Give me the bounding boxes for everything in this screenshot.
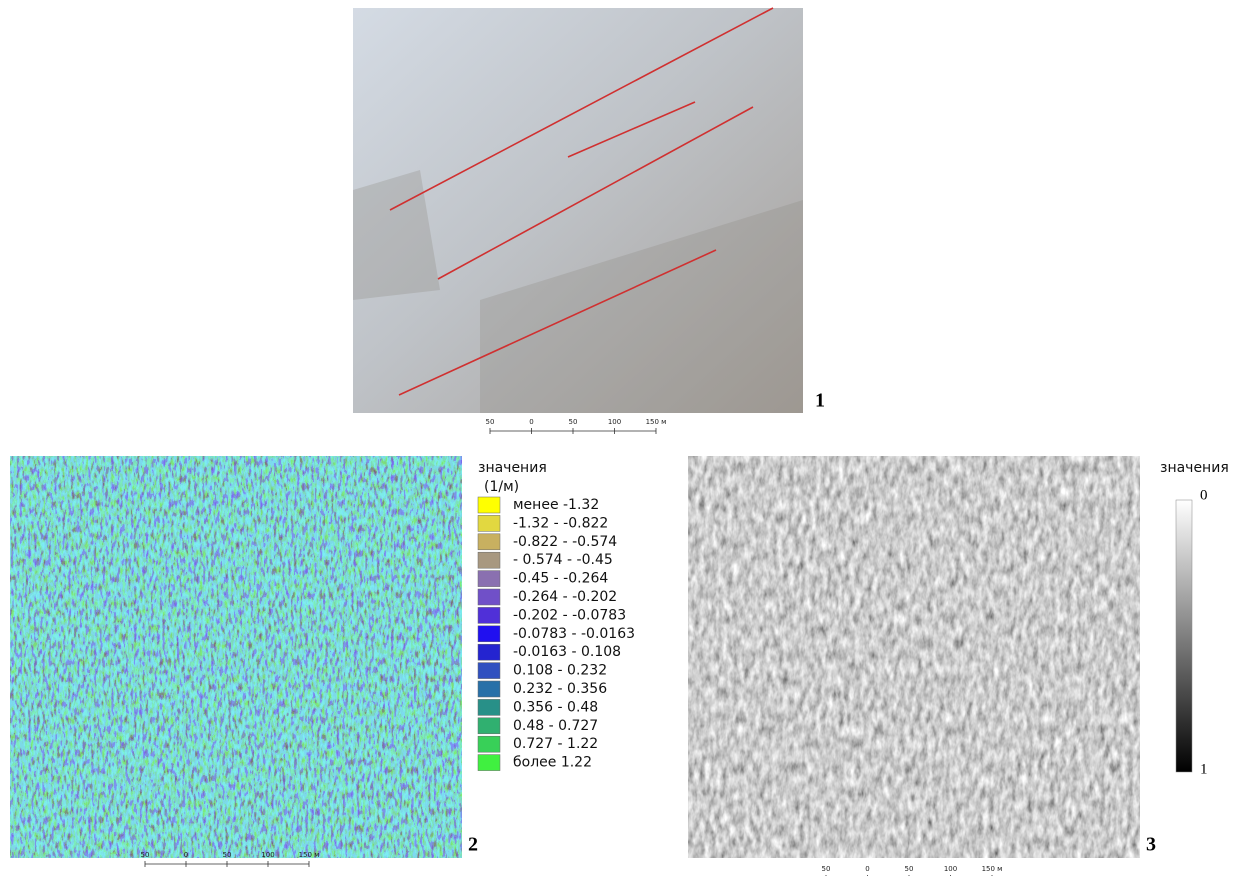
legend-label: -0.264 - -0.202	[513, 589, 617, 605]
scale-bar-label: 50	[141, 851, 150, 859]
legend-swatch	[478, 515, 500, 531]
legend-label: -0.202 - -0.0783	[513, 607, 626, 623]
legend-swatch	[478, 644, 500, 660]
legend-label: -1.32 - -0.822	[513, 515, 608, 531]
legend-swatch	[478, 718, 500, 734]
legend-swatch	[478, 681, 500, 697]
scale-bar-label: 50	[905, 865, 914, 873]
legend-swatch	[478, 497, 500, 513]
legend-label: более 1.22	[513, 755, 592, 771]
legend-swatch	[478, 755, 500, 771]
legend-swatch	[478, 589, 500, 605]
legend-unit: (1/м)	[484, 479, 519, 495]
legend-swatch	[478, 663, 500, 679]
legend-swatch	[478, 626, 500, 642]
curvature-map	[10, 456, 462, 858]
legend-label: 0.48 - 0.727	[513, 718, 598, 734]
scale-bar-label: 0	[184, 851, 188, 859]
legend-label: -0.0783 - -0.0163	[513, 626, 635, 642]
legend-swatch	[478, 534, 500, 550]
scale-bar-label: 100	[944, 865, 957, 873]
scale-bar-label: 150 м	[299, 851, 320, 859]
legend-swatch	[478, 699, 500, 715]
legend-label: - 0.574 - -0.45	[513, 552, 613, 568]
legend-label: 0.727 - 1.22	[513, 736, 598, 752]
legend-label: 0.232 - 0.356	[513, 681, 607, 697]
hillshade-map	[688, 456, 1140, 858]
legend-label: 0.108 - 0.232	[513, 663, 607, 679]
scale-bar-label: 0	[865, 865, 869, 873]
figure: 1 50 0 50 100 150 м 2 50 0 50 100 150 м 3 50 0 50 100 150…	[0, 0, 1248, 876]
panel-number: 3	[1146, 834, 1156, 856]
legend-label: 0.356 - 0.48	[513, 699, 598, 715]
scale-bar-label: 100	[261, 851, 274, 859]
scale-bar-label: 0	[529, 418, 533, 426]
legend-label: -0.0163 - 0.108	[513, 644, 621, 660]
scale-bar-label: 150 м	[646, 418, 667, 426]
gray-scale-bar	[1176, 500, 1192, 772]
scale-bar-label: 50	[822, 865, 831, 873]
scale-bar-label: 100	[608, 418, 621, 426]
panel-number: 1	[815, 390, 825, 412]
scale-bar-label: 50	[223, 851, 232, 859]
page: {"panels": [ {"label": "1", "scale": ["5…	[0, 0, 1248, 876]
legend-label: -0.822 - -0.574	[513, 534, 617, 550]
legend-label: 1	[1200, 761, 1208, 777]
panel-number: 2	[468, 834, 478, 856]
scale-bar-label: 50	[569, 418, 578, 426]
legend-swatch	[478, 736, 500, 752]
legend-title: значения	[1160, 460, 1229, 476]
legend-swatch	[478, 607, 500, 623]
legend-swatch	[478, 552, 500, 568]
scale-bar-label: 50	[486, 418, 495, 426]
scale-bar-label: 150 м	[982, 865, 1003, 873]
legend-label: -0.45 - -0.264	[513, 571, 608, 587]
legend-label: менее -1.32	[513, 497, 599, 513]
legend-title: значения	[478, 460, 547, 476]
legend-swatch	[478, 571, 500, 587]
legend-label: 0	[1200, 487, 1208, 503]
